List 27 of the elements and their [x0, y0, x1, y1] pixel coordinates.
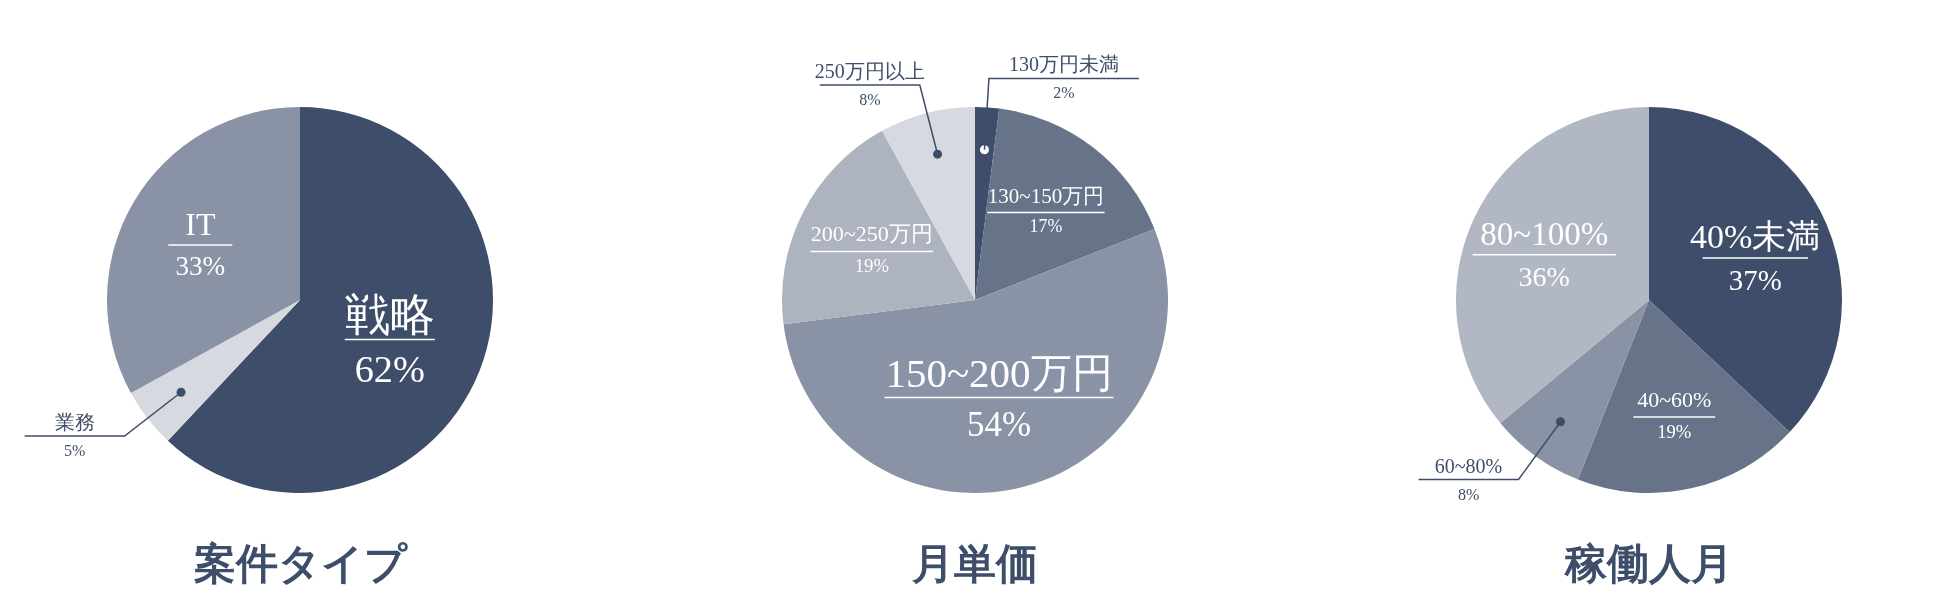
slice-label: 戦略: [344, 289, 435, 340]
text: 稼働人月: [1564, 541, 1733, 587]
text: 月単価: [911, 541, 1038, 587]
data-label: 33%: [175, 251, 226, 282]
slice-label: 130万円未満: [1008, 53, 1119, 76]
data-label: 19%: [1657, 420, 1692, 442]
data-label: 37%: [1728, 264, 1782, 297]
data-label: 54%: [967, 405, 1031, 445]
data-label: 8%: [1457, 485, 1480, 503]
data-label: 8%: [859, 91, 881, 109]
slice-label: 業務: [54, 411, 95, 434]
slice-label: IT: [185, 206, 216, 243]
slice-label: 150~200万円: [885, 350, 1113, 397]
slice-label: 60~80%: [1434, 454, 1503, 477]
slice-label: 40%未満: [1690, 218, 1821, 256]
data-label: 5%: [63, 442, 86, 460]
data-label: 36%: [1518, 261, 1570, 293]
slice-label: 130~150万円: [987, 183, 1105, 208]
slice-label: 80~100%: [1480, 215, 1609, 252]
slice-label: 250万円以上: [814, 60, 925, 83]
data-label: 19%: [854, 255, 889, 277]
data-label: 2%: [1053, 84, 1075, 102]
slice-label: 40~60%: [1637, 387, 1712, 413]
text: 案件タイプ: [193, 541, 408, 587]
data-label: 17%: [1029, 216, 1063, 237]
slice-label: 200~250万円: [810, 221, 933, 247]
data-label: 62%: [354, 348, 425, 391]
